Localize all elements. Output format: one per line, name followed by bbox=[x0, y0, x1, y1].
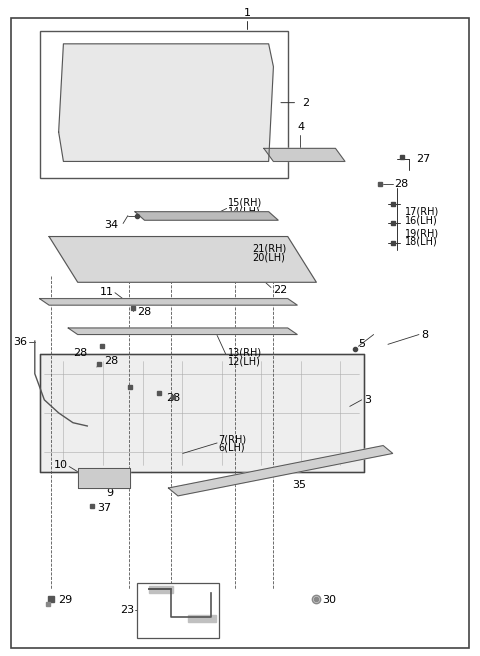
Text: 1: 1 bbox=[244, 8, 251, 18]
Text: 19(RH): 19(RH) bbox=[405, 228, 439, 238]
Text: 28: 28 bbox=[73, 348, 87, 358]
Polygon shape bbox=[39, 298, 297, 305]
Text: 22: 22 bbox=[274, 285, 288, 295]
Text: 18(LH): 18(LH) bbox=[405, 237, 437, 247]
Text: 4: 4 bbox=[298, 122, 305, 132]
Bar bbox=[137, 583, 218, 638]
Text: 35: 35 bbox=[292, 480, 307, 490]
Polygon shape bbox=[59, 44, 274, 161]
Bar bbox=[39, 354, 364, 472]
Text: 21(RH): 21(RH) bbox=[252, 243, 286, 253]
Text: 27: 27 bbox=[417, 154, 431, 165]
Polygon shape bbox=[149, 586, 173, 592]
Text: 28: 28 bbox=[104, 356, 118, 365]
Text: 6(LH): 6(LH) bbox=[218, 443, 245, 453]
Polygon shape bbox=[68, 328, 297, 335]
Polygon shape bbox=[168, 445, 393, 496]
Text: 20(LH): 20(LH) bbox=[252, 253, 285, 262]
Text: 14(LH): 14(LH) bbox=[228, 206, 261, 216]
Text: 28: 28 bbox=[166, 393, 180, 403]
Text: 9: 9 bbox=[107, 487, 113, 498]
Polygon shape bbox=[264, 148, 345, 161]
Polygon shape bbox=[188, 615, 216, 622]
Text: 17(RH): 17(RH) bbox=[405, 207, 439, 216]
Text: 15(RH): 15(RH) bbox=[228, 197, 262, 207]
Text: 11: 11 bbox=[99, 287, 114, 297]
Text: 29: 29 bbox=[58, 596, 72, 605]
Text: 16(LH): 16(LH) bbox=[405, 215, 437, 225]
Polygon shape bbox=[49, 237, 316, 282]
Text: 7(RH): 7(RH) bbox=[218, 434, 247, 444]
Text: 2: 2 bbox=[302, 98, 309, 108]
Text: 23: 23 bbox=[120, 605, 134, 615]
Text: 3: 3 bbox=[364, 395, 371, 405]
Text: 5: 5 bbox=[359, 339, 365, 350]
Text: 34: 34 bbox=[104, 220, 118, 230]
Bar bbox=[39, 31, 288, 178]
Polygon shape bbox=[135, 212, 278, 220]
Text: 28: 28 bbox=[394, 179, 408, 190]
Text: 13(RH): 13(RH) bbox=[228, 348, 262, 358]
Text: 12(LH): 12(LH) bbox=[228, 356, 261, 366]
Text: 10: 10 bbox=[54, 460, 68, 470]
Text: 36: 36 bbox=[13, 337, 28, 348]
Text: 30: 30 bbox=[322, 596, 336, 605]
Text: 37: 37 bbox=[97, 503, 111, 513]
Polygon shape bbox=[78, 468, 130, 488]
Text: 8: 8 bbox=[421, 329, 429, 340]
Text: 28: 28 bbox=[137, 306, 152, 317]
